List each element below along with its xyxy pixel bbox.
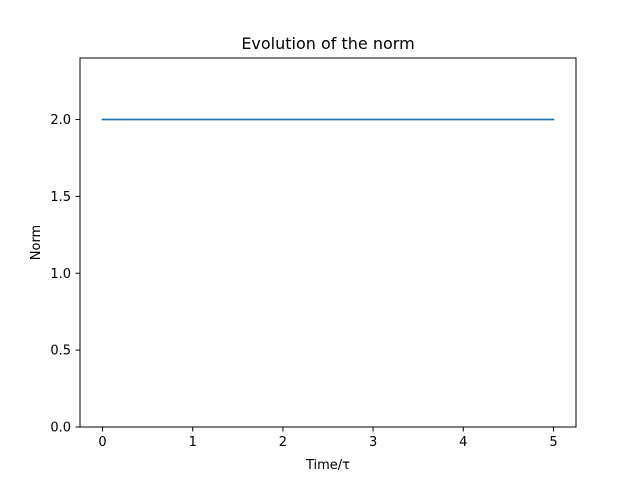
y-tick-label: 0.5: [50, 344, 71, 359]
y-tick-label: 2.0: [50, 113, 71, 128]
y-axis-label: Norm: [29, 225, 44, 260]
x-tick-label: 5: [549, 435, 557, 450]
x-tick-label: 4: [459, 435, 467, 450]
x-tick-label: 0: [98, 435, 106, 450]
x-tick-label: 2: [279, 435, 287, 450]
x-axis-label: Time/τ: [305, 458, 350, 473]
plot-background: [80, 58, 576, 427]
y-tick-label: 0.0: [50, 421, 71, 436]
y-axis-ticks: 0.0 0.5 1.0 1.5 2.0: [50, 113, 80, 436]
y-tick-label: 1.5: [50, 190, 71, 205]
x-axis-ticks: 0 1 2 3 4 5: [98, 427, 558, 450]
chart-title: Evolution of the norm: [241, 34, 414, 53]
x-tick-label: 3: [369, 435, 377, 450]
y-tick-label: 1.0: [50, 267, 71, 282]
plot-area: [79, 57, 577, 428]
x-tick-label: 1: [189, 435, 197, 450]
axes-frame: [79, 57, 577, 428]
